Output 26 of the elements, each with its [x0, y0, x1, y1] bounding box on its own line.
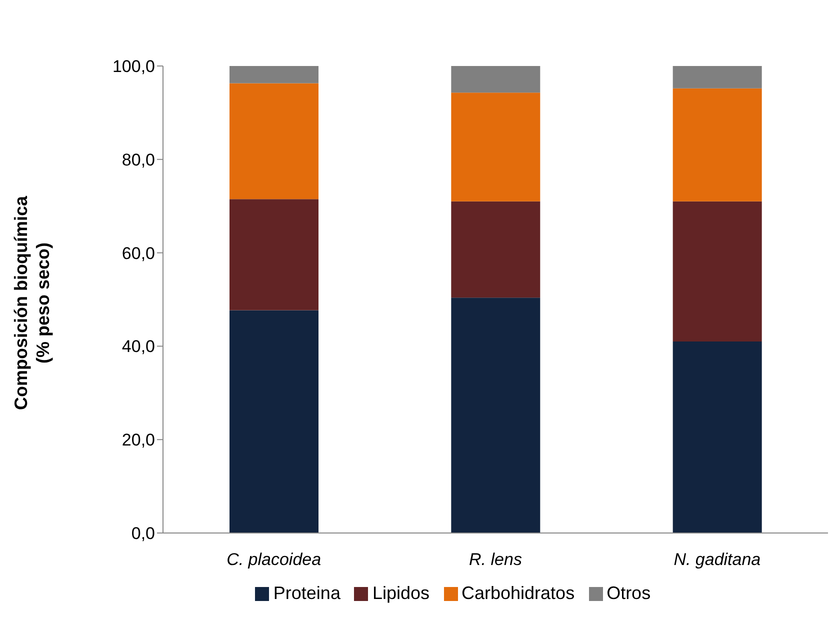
- x-tick-label: C. placoidea: [226, 550, 322, 570]
- bar: [230, 310, 318, 533]
- y-tick-label: 20,0: [122, 430, 155, 450]
- bar: [672, 88, 762, 202]
- bar: [230, 66, 318, 84]
- bar: [672, 342, 762, 533]
- y-tick-label: 40,0: [122, 337, 155, 356]
- x-tick-label: R. lens: [469, 550, 522, 570]
- bar: [451, 66, 540, 93]
- legend-label: Lipidos: [372, 583, 430, 604]
- y-axis-title: Composición bioquímica (% peso seco): [11, 195, 53, 410]
- bar: [672, 66, 762, 88]
- y-tick-label: 0,0: [131, 524, 155, 544]
- bar: [451, 298, 540, 533]
- bar: [230, 199, 318, 310]
- bar: [230, 83, 318, 200]
- legend-label: Proteina: [273, 583, 340, 604]
- bar: [451, 201, 540, 298]
- bar: [451, 92, 540, 202]
- legend-label: Otros: [606, 583, 651, 604]
- y-tick-label: 100,0: [112, 57, 155, 76]
- y-tick-label: 80,0: [122, 150, 155, 170]
- y-tick-label: 60,0: [122, 244, 155, 263]
- bar: [672, 201, 762, 342]
- x-tick-label: N. gaditana: [674, 550, 761, 570]
- legend-label: Carbohidratos: [462, 583, 575, 604]
